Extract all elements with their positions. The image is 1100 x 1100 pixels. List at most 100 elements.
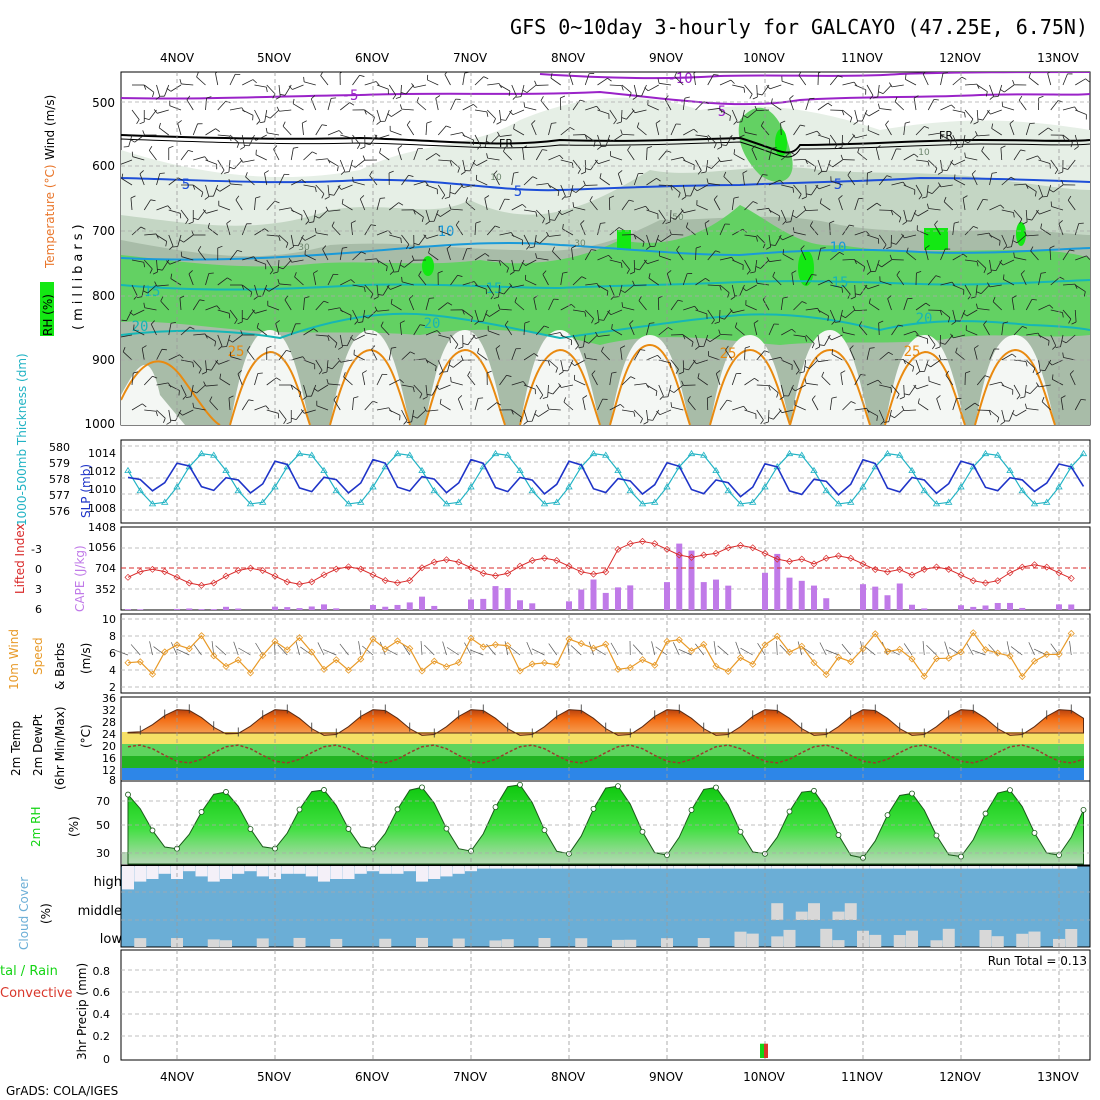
cloud-bar-high	[538, 866, 551, 869]
wind-barb	[279, 384, 294, 390]
wind-barb	[462, 104, 478, 111]
cloud-bar-high	[293, 866, 306, 874]
wind-barb	[938, 182, 953, 188]
wind-barb	[607, 309, 623, 316]
cape-bar	[627, 585, 634, 610]
wind-barb	[717, 134, 723, 150]
wind-barb	[597, 254, 613, 261]
cloud-bar-low	[575, 938, 588, 947]
wind-barb	[805, 334, 815, 349]
temp-tick: 20	[102, 740, 116, 753]
cloud-bar-high	[1004, 866, 1016, 869]
wind-barb	[172, 234, 182, 248]
lifted-index-marker	[247, 564, 254, 572]
wind-barb	[976, 375, 990, 386]
thickness-marker	[798, 451, 806, 458]
wind-barb	[986, 109, 1002, 115]
wind-barb	[242, 109, 254, 121]
wind-barb	[352, 284, 366, 293]
wind-barb	[976, 284, 990, 295]
thickness-marker	[589, 449, 598, 457]
cloud-bar-high	[575, 866, 588, 869]
wind-barb	[584, 309, 594, 324]
wind-barb	[578, 334, 586, 349]
wind-barb	[180, 326, 195, 336]
wind-barb	[785, 209, 794, 223]
wind-barb	[229, 250, 243, 261]
wind-barb	[658, 209, 666, 225]
lifted-index-marker	[149, 565, 156, 573]
wind-speed-marker	[430, 657, 438, 665]
wind-barb	[744, 201, 758, 211]
slp-axis-title: SLP (mb)	[79, 464, 93, 518]
wind-barb	[1012, 79, 1027, 86]
wind-barb	[278, 259, 292, 270]
wind-barb	[670, 123, 681, 136]
wind-barb	[559, 95, 566, 111]
wind-barb	[666, 270, 672, 286]
wind-barb	[903, 184, 916, 195]
p2-gridlines	[121, 440, 1090, 523]
top-date-label: 4NOV	[160, 51, 195, 65]
wind-barb	[437, 125, 451, 136]
wind-barb	[129, 309, 145, 316]
lifted-index-marker	[516, 562, 524, 570]
rh2m-marker	[345, 826, 352, 832]
wind-barb	[306, 384, 317, 397]
wind-barb	[523, 409, 528, 425]
wind-barb	[1048, 359, 1064, 366]
wind-barb	[158, 122, 169, 136]
wind-barb	[870, 259, 880, 273]
wind-barb	[633, 409, 643, 424]
wind-barb	[292, 98, 304, 111]
wind-barb	[842, 109, 853, 123]
thickness-marker	[602, 451, 610, 458]
wind-barb	[343, 372, 353, 386]
rh2m-marker	[419, 784, 425, 791]
wind-barb	[180, 359, 195, 368]
cape-bar	[786, 577, 793, 610]
wind-barb	[743, 127, 757, 136]
wind-barb	[239, 157, 255, 163]
wind-barb	[714, 309, 721, 324]
wind-barb	[536, 359, 551, 366]
wind-barb	[977, 409, 992, 416]
wind-barb	[409, 234, 415, 250]
cloud-bar-high	[122, 866, 134, 890]
wind-barb	[964, 109, 974, 124]
wind-barb	[389, 202, 404, 211]
cloud-bar-high	[207, 866, 220, 882]
wind-barb	[793, 301, 807, 311]
cloud-bar-high	[342, 866, 355, 879]
cape-bar	[872, 586, 879, 610]
lifted-index-marker	[283, 578, 291, 586]
wind-barb	[401, 409, 408, 425]
lifted-index-marker	[1006, 569, 1014, 577]
wind-barb	[320, 72, 329, 86]
wind-barb	[425, 209, 430, 225]
wind-barb	[766, 234, 772, 250]
wind-barb	[952, 397, 962, 411]
wind-barb	[511, 234, 524, 246]
cape-tick: 1056	[88, 541, 116, 554]
wind-speed-marker	[418, 667, 426, 675]
lifted-index-marker	[933, 563, 940, 571]
wind-barb	[552, 246, 562, 261]
wind10m-barb	[948, 647, 962, 656]
cloud-bar-high	[550, 866, 563, 869]
wind-barb	[768, 384, 779, 398]
wind-barb	[462, 72, 470, 86]
wind-barb	[131, 109, 140, 125]
wind-barb	[926, 359, 941, 368]
cloud-bar-high	[746, 866, 759, 869]
wind-barb	[1075, 284, 1086, 297]
wind-speed-marker	[467, 634, 475, 642]
rh2m-marker	[982, 810, 989, 817]
wind-barb	[548, 122, 557, 136]
wind-barb	[278, 409, 287, 425]
contour-label: FR	[499, 137, 513, 150]
wind-barb	[731, 373, 742, 386]
wind-barb	[418, 271, 427, 286]
wind-barb	[228, 395, 234, 411]
cape-bar	[896, 583, 903, 610]
